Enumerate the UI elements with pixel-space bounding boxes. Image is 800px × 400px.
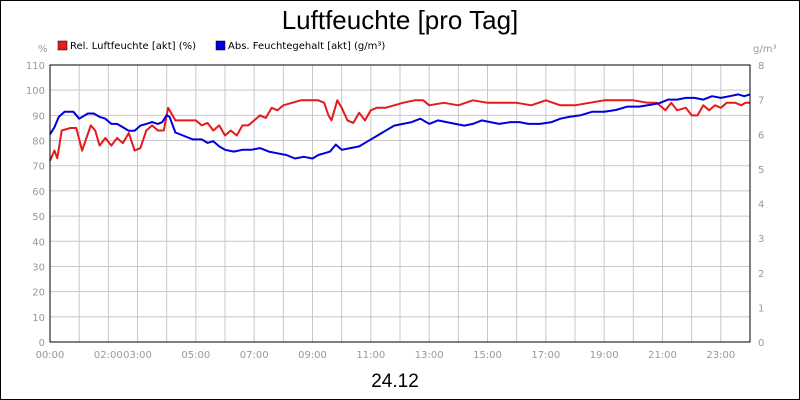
x-axis-tick-label: 00:00 <box>36 350 65 361</box>
date-label: 24.12 <box>371 371 419 392</box>
plot-area-border <box>49 64 751 343</box>
x-axis-tick-label: 23:00 <box>706 350 735 361</box>
left-axis-tick-label: 100 <box>26 86 45 97</box>
left-axis-ticks: 0 10 20 30 40 50 60 70 80 90 100 110 <box>26 61 45 349</box>
left-axis-tick-label: 90 <box>32 111 45 122</box>
left-axis-unit: % <box>38 44 48 55</box>
right-axis-tick-label: 6 <box>758 130 764 141</box>
right-axis-tick-label: 3 <box>758 234 764 245</box>
x-axis-tick-label: 05:00 <box>181 350 210 361</box>
x-axis-tick-label: 02:00 <box>94 350 123 361</box>
left-axis-tick-label: 0 <box>39 338 45 349</box>
right-axis-tick-label: 2 <box>758 269 764 280</box>
left-axis-tick-label: 50 <box>32 212 45 223</box>
series-lines <box>49 93 751 162</box>
left-axis-tick-label: 30 <box>32 262 45 273</box>
x-axis-tick-label: 15:00 <box>473 350 502 361</box>
right-axis-ticks: 0 1 2 3 4 5 6 7 8 <box>758 61 764 349</box>
left-axis-tick-label: 20 <box>32 288 45 299</box>
x-axis-tick-label: 03:00 <box>123 350 152 361</box>
left-axis-tick-label: 110 <box>26 61 45 72</box>
x-axis-tick-label: 17:00 <box>531 350 560 361</box>
legend: Rel. Luftfeuchte [akt] (%) Abs. Feuchteg… <box>57 40 385 52</box>
legend-swatch-rel-humidity <box>57 40 68 51</box>
legend-swatch-abs-humidity <box>215 40 226 51</box>
series-line-abs-humidity <box>49 93 751 160</box>
left-axis-tick-label: 80 <box>32 137 45 148</box>
right-axis-tick-label: 5 <box>758 165 764 176</box>
right-axis-tick-label: 7 <box>758 96 764 107</box>
x-axis-tick-label: 13:00 <box>415 350 444 361</box>
x-axis-ticks: 00:00 02:00 03:00 05:00 07:00 09:00 11:00 13:00… <box>36 350 736 361</box>
x-axis-tick-label: 09:00 <box>298 350 327 361</box>
x-axis-tick-label: 21:00 <box>648 350 677 361</box>
x-axis-tick-label: 07:00 <box>240 350 269 361</box>
left-axis-tick-label: 40 <box>32 237 45 248</box>
series-line-rel-humidity <box>49 99 750 162</box>
left-axis-tick-label: 60 <box>32 187 45 198</box>
legend-label-rel-humidity: Rel. Luftfeuchte [akt] (%) <box>70 41 196 52</box>
right-axis-tick-label: 8 <box>758 61 764 72</box>
right-axis-tick-label: 1 <box>758 303 764 314</box>
right-axis-tick-label: 0 <box>758 338 764 349</box>
right-axis-tick-label: 4 <box>758 200 764 211</box>
right-axis-unit: g/m³ <box>753 44 776 55</box>
left-axis-tick-label: 10 <box>32 313 45 324</box>
chart-title: Luftfeuchte [pro Tag] <box>282 5 519 35</box>
x-axis-tick-label: 19:00 <box>590 350 619 361</box>
legend-label-abs-humidity: Abs. Feuchtegehalt [akt] (g/m³) <box>228 41 385 52</box>
left-axis-tick-label: 70 <box>32 162 45 173</box>
x-axis-tick-label: 11:00 <box>356 350 385 361</box>
